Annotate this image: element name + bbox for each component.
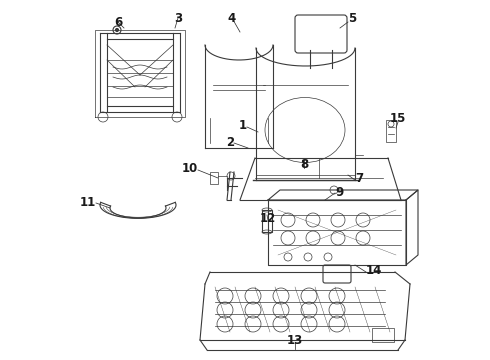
Text: 9: 9 <box>335 185 343 198</box>
Text: 4: 4 <box>228 12 236 24</box>
Bar <box>262 210 272 232</box>
Bar <box>372 328 394 342</box>
Text: 8: 8 <box>300 158 308 171</box>
Text: 2: 2 <box>226 135 234 149</box>
Text: 15: 15 <box>390 112 406 125</box>
Text: 6: 6 <box>114 15 122 28</box>
Text: 1: 1 <box>239 118 247 131</box>
Text: 14: 14 <box>366 264 382 276</box>
Text: 7: 7 <box>355 171 363 185</box>
Bar <box>210 172 218 184</box>
Text: 10: 10 <box>182 162 198 175</box>
Text: 13: 13 <box>287 333 303 346</box>
Circle shape <box>116 28 119 32</box>
Text: 12: 12 <box>260 212 276 225</box>
Text: 3: 3 <box>174 12 182 24</box>
Text: 5: 5 <box>348 12 356 24</box>
Bar <box>386 120 396 142</box>
Text: 11: 11 <box>80 195 96 208</box>
